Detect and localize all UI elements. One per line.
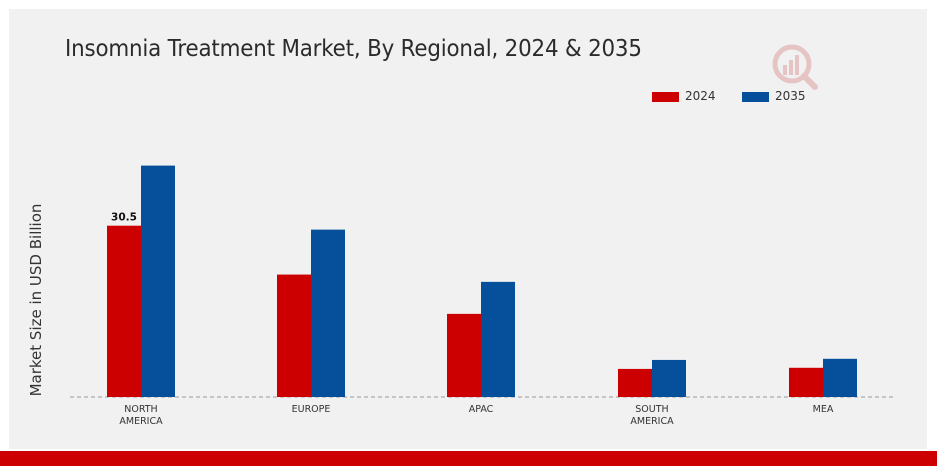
x-tick-label: SOUTH AMERICA: [630, 404, 674, 427]
bar-2035-north-america: [141, 165, 175, 397]
bottom-accent-bar: [0, 451, 937, 466]
x-tick-label: NORTH AMERICA: [119, 404, 163, 427]
bar-2024-south-america: [618, 368, 652, 397]
legend-swatch-2024: [652, 92, 679, 102]
data-label: 30.5: [111, 212, 137, 224]
x-tick-label: APAC: [469, 404, 494, 415]
market-research-logo-icon: [768, 40, 822, 94]
legend-swatch-2035: [742, 92, 769, 102]
legend-label-2035: 2035: [775, 89, 806, 103]
x-tick-label: MEA: [813, 404, 834, 415]
bar-2024-apac: [447, 313, 481, 397]
bar-2024-mea: [789, 367, 823, 397]
bar-2024-europe: [277, 274, 311, 397]
bar-2035-south-america: [652, 359, 686, 397]
bar-2024-north-america: [107, 225, 141, 397]
bar-2035-mea: [823, 358, 857, 397]
bar-2035-apac: [481, 281, 515, 397]
bar-2035-europe: [311, 229, 345, 397]
chart-title: Insomnia Treatment Market, By Regional, …: [65, 36, 642, 62]
legend-label-2024: 2024: [685, 89, 716, 103]
x-tick-label: EUROPE: [292, 404, 331, 415]
